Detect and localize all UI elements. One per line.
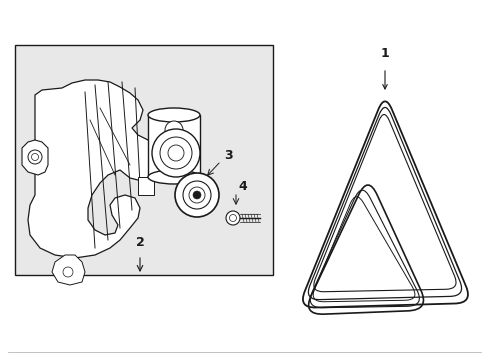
Polygon shape	[52, 255, 85, 285]
Ellipse shape	[148, 170, 200, 184]
Polygon shape	[22, 140, 48, 175]
Text: 2: 2	[135, 236, 144, 249]
Circle shape	[193, 191, 201, 199]
Text: 4: 4	[238, 180, 246, 193]
Circle shape	[63, 267, 73, 277]
Bar	[15, 45, 272, 275]
Circle shape	[225, 211, 240, 225]
Bar	[138, 177, 154, 195]
Circle shape	[164, 121, 183, 139]
Circle shape	[229, 215, 236, 221]
Circle shape	[160, 137, 192, 169]
Circle shape	[152, 129, 200, 177]
Ellipse shape	[148, 108, 200, 122]
Text: 3: 3	[224, 149, 232, 162]
Polygon shape	[28, 80, 162, 258]
Circle shape	[189, 187, 204, 203]
Circle shape	[183, 181, 210, 209]
Circle shape	[28, 150, 42, 164]
Circle shape	[168, 145, 183, 161]
Text: 1: 1	[380, 47, 388, 60]
Circle shape	[175, 173, 219, 217]
Bar	[148, 115, 200, 177]
